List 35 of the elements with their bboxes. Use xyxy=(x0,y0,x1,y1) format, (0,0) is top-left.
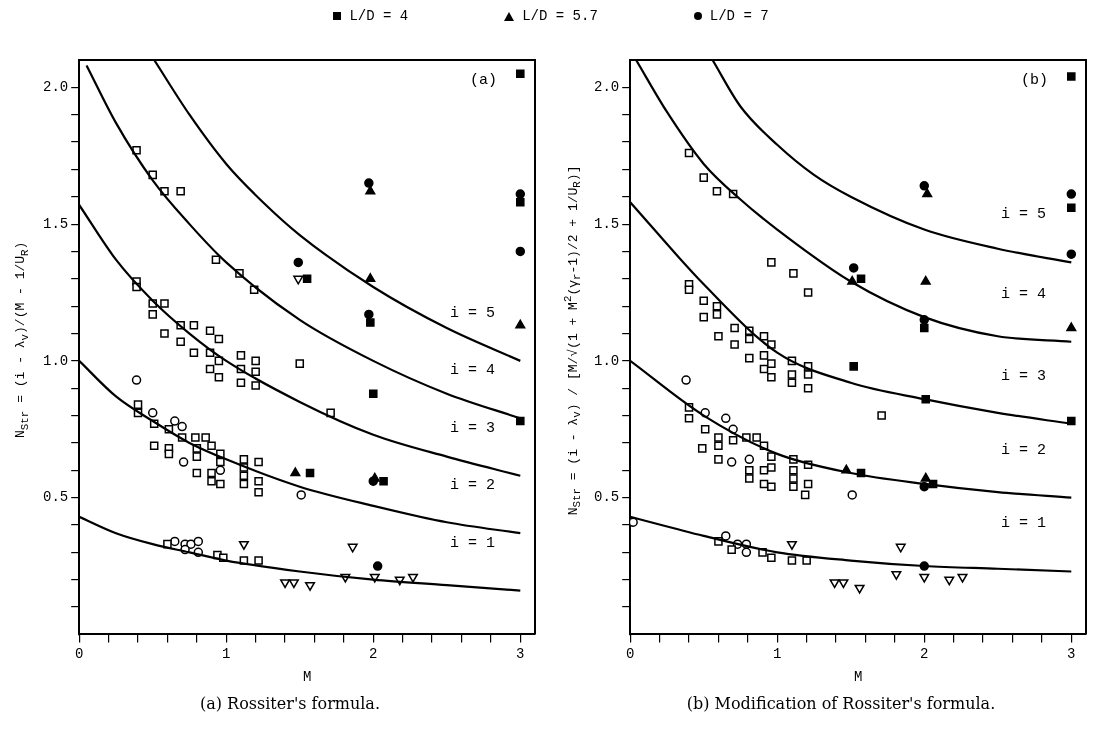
annotation: i = 5 xyxy=(1000,206,1046,224)
annotation: i = 1 xyxy=(449,534,495,552)
y-tick-label: 1.5 xyxy=(593,215,620,232)
legend-label: L/D = 7 xyxy=(709,8,769,24)
annotation: i = 1 xyxy=(1000,515,1046,533)
annotation: i = 4 xyxy=(1000,285,1046,303)
legend-label: L/D = 5.7 xyxy=(522,8,598,24)
annotation: (a) xyxy=(469,71,497,89)
y-tick-label: 1.0 xyxy=(42,352,69,369)
x-tick-label: 0 xyxy=(626,645,635,662)
x-tick-label: 2 xyxy=(920,645,929,662)
y-tick-label: 2.0 xyxy=(593,79,620,96)
y-tick-label: 1.5 xyxy=(42,215,69,232)
y-tick-label: 0.5 xyxy=(42,489,69,506)
legend-label: L/D = 4 xyxy=(349,8,409,24)
x-tick-label: 2 xyxy=(369,645,378,662)
annotation: i = 2 xyxy=(449,477,495,495)
x-tick-label: 3 xyxy=(516,645,525,662)
annotation: i = 3 xyxy=(1000,367,1046,385)
x-tick-label: 3 xyxy=(1067,645,1076,662)
text: (a) Rossiter's formula. xyxy=(199,694,381,713)
annotation: i = 4 xyxy=(449,362,495,380)
annotation: i = 3 xyxy=(449,419,495,437)
y-tick-label: 2.0 xyxy=(42,79,69,96)
annotation: (b) xyxy=(1020,71,1048,89)
y-tick-label: 1.0 xyxy=(593,352,620,369)
x-tick-label: 1 xyxy=(222,645,231,662)
x-tick-label: 0 xyxy=(75,645,84,662)
text: (b) Modification of Rossiter's formula. xyxy=(685,694,997,713)
x-axis-title: M xyxy=(302,669,312,686)
y-tick-label: 0.5 xyxy=(593,489,620,506)
x-tick-label: 1 xyxy=(773,645,782,662)
x-axis-title: M xyxy=(853,669,863,686)
annotation: i = 5 xyxy=(449,304,495,322)
annotation: i = 2 xyxy=(1000,441,1046,459)
